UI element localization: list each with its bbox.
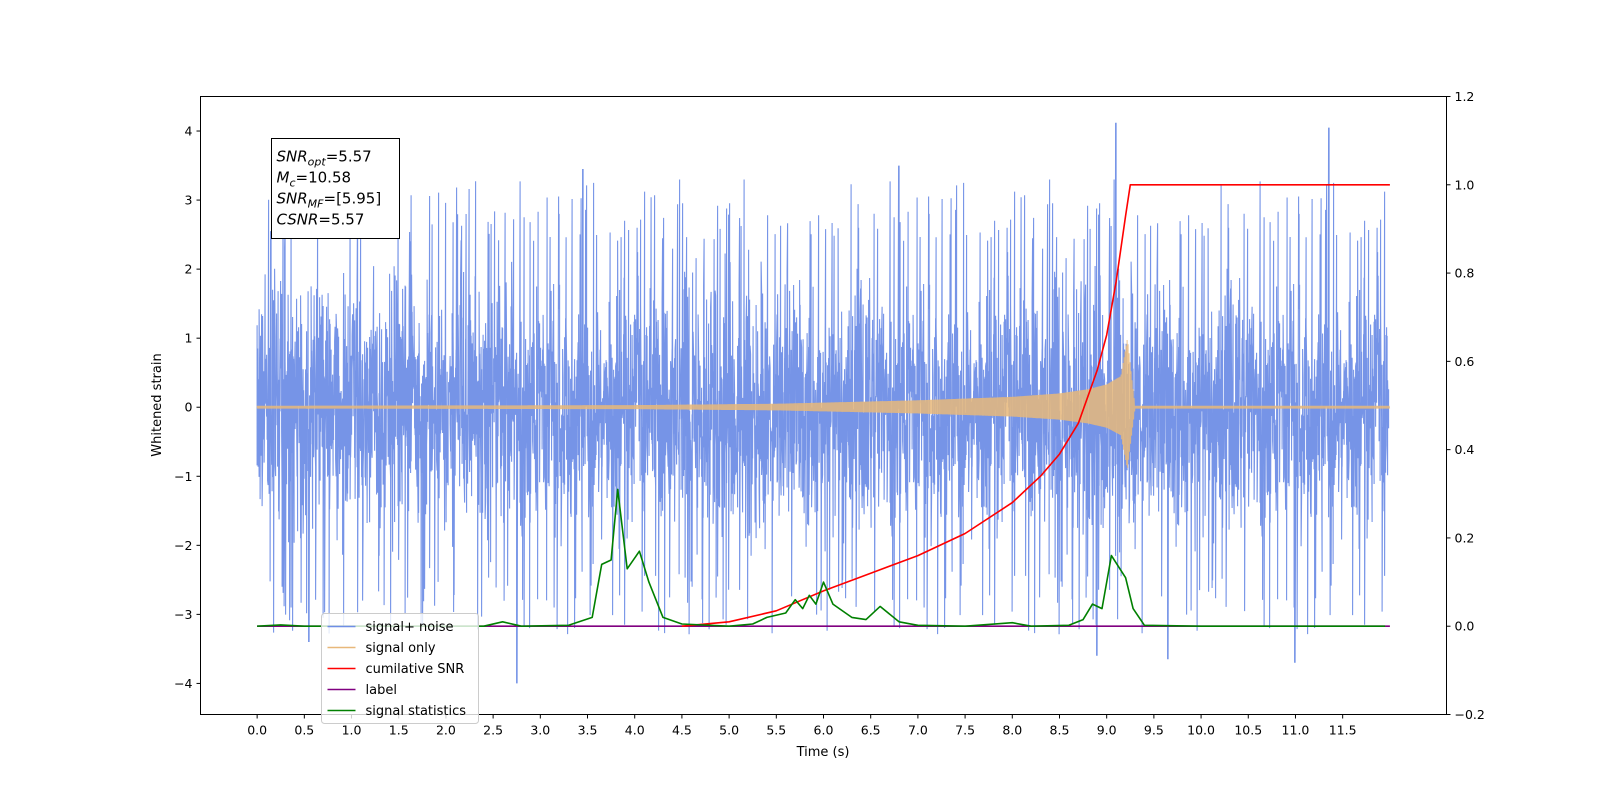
- y2-tick-label: 0.6: [1455, 354, 1475, 369]
- series-signal-only-line: [256, 339, 1391, 468]
- y-tick-label: −2: [174, 538, 192, 553]
- x-tick-label: 1.5: [389, 723, 409, 738]
- x-tick-label: 2.0: [436, 723, 456, 738]
- x-tick-label: 1.0: [342, 723, 362, 738]
- x-tick-label: 4.0: [625, 723, 645, 738]
- legend-entry-label: cumilative SNR: [366, 662, 465, 677]
- x-tick-label: 10.5: [1234, 723, 1262, 738]
- legend-frame: [321, 613, 479, 724]
- x-tick-label: 10.0: [1187, 723, 1215, 738]
- y-tick-label: 0: [185, 400, 193, 415]
- legend-entry-label: signal only: [366, 641, 436, 656]
- x-tick-label: 5.5: [766, 723, 786, 738]
- series-signal-statistics-line: [257, 488, 1386, 628]
- y2-tick-label: −0.2: [1455, 707, 1485, 722]
- y-tick-label: 4: [185, 124, 193, 139]
- x-tick-label: 2.5: [483, 723, 503, 738]
- y2-tick-label: 0.2: [1455, 530, 1475, 545]
- x-tick-label: 8.5: [1050, 723, 1070, 738]
- x-tick-label: 4.5: [672, 723, 692, 738]
- x-tick-label: 6.0: [814, 723, 834, 738]
- y-tick-label: 3: [185, 193, 193, 208]
- x-tick-label: 5.0: [719, 723, 739, 738]
- x-tick-label: 0.0: [247, 723, 267, 738]
- legend-entry-label: signal+ noise: [366, 620, 454, 635]
- annotation-line: SNRopt=5.57: [277, 148, 372, 169]
- x-tick-label: 11.5: [1329, 723, 1357, 738]
- y-axis-label: Whitened strain: [150, 353, 165, 456]
- x-tick-label: 3.0: [530, 723, 550, 738]
- y-tick-label: 1: [185, 331, 193, 346]
- y2-tick-label: 1.2: [1455, 89, 1475, 104]
- y-tick-label: −4: [174, 676, 192, 691]
- y-tick-label: 2: [185, 262, 193, 277]
- x-tick-label: 7.5: [955, 723, 975, 738]
- y-axis-right: 1.2 1.0 0.8 0.6 0.4 0.2 0.0 −0.2: [1446, 89, 1485, 722]
- y2-tick-label: 0.4: [1455, 442, 1475, 457]
- legend-entry-label: label: [366, 683, 397, 698]
- legend-entry-label: signal statistics: [366, 704, 467, 719]
- annotation-frame: [271, 138, 400, 239]
- legend: signal+ noise signal only cumilative SNR la…: [321, 613, 479, 724]
- x-tick-label: 9.5: [1144, 723, 1164, 738]
- y-axis-left: 4 3 2 1 0 −1 −2 −3 −4: [174, 124, 201, 691]
- plot-area: [256, 122, 1391, 684]
- x-tick-label: 0.5: [294, 723, 314, 738]
- x-tick-label: 7.0: [908, 723, 928, 738]
- x-tick-label: 8.0: [1002, 723, 1022, 738]
- x-tick-label: 3.5: [578, 723, 598, 738]
- x-tick-label: 11.0: [1282, 723, 1310, 738]
- x-tick-label: 9.0: [1097, 723, 1117, 738]
- x-axis: 0.0 0.5 1.0 1.5 2.0 2.5 3.0 3.5 4.0 4.5 5.0 5.5 6.0 6…: [247, 714, 1357, 738]
- series-signal-noise-line: [256, 122, 1390, 684]
- y2-tick-label: 0.0: [1455, 619, 1475, 634]
- annotation-line: CSNR=5.57: [277, 211, 365, 229]
- y-tick-label: −1: [174, 469, 192, 484]
- annotation-line: Mc=10.58: [277, 169, 352, 190]
- y2-tick-label: 0.8: [1455, 266, 1475, 281]
- x-axis-label: Time (s): [796, 745, 850, 760]
- x-tick-label: 6.5: [861, 723, 881, 738]
- y2-tick-label: 1.0: [1455, 177, 1475, 192]
- y-tick-label: −3: [174, 607, 192, 622]
- annotation-line: SNRMF=[5.95]: [277, 190, 382, 211]
